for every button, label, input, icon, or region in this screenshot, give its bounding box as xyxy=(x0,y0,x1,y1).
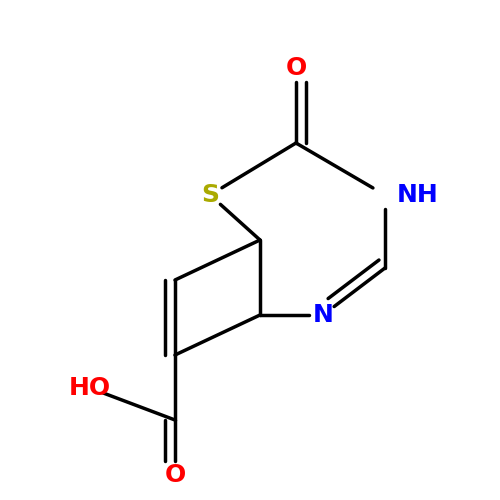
Text: O: O xyxy=(164,463,186,487)
Text: NH: NH xyxy=(397,183,439,207)
Text: N: N xyxy=(312,303,334,327)
Text: HO: HO xyxy=(69,376,111,400)
Text: O: O xyxy=(286,56,306,80)
Text: S: S xyxy=(201,183,219,207)
